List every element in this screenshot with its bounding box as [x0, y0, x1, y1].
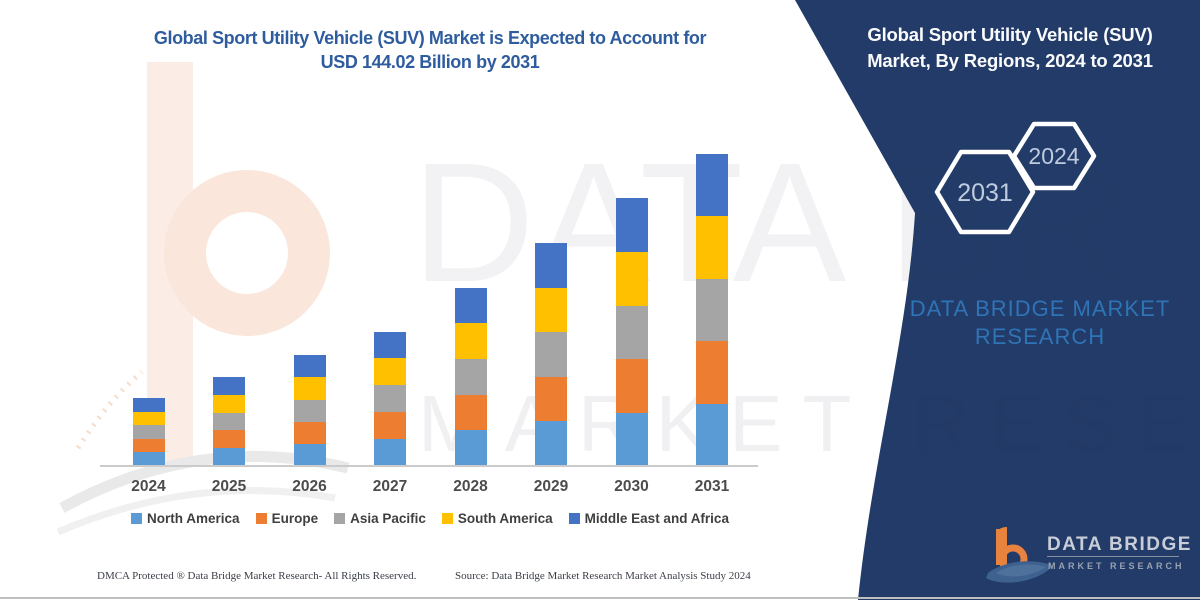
x-axis-label-2026: 2026 — [292, 478, 327, 495]
panel-brand-line1: DATA BRIDGE MARKET — [909, 296, 1171, 321]
stacked-bar-chart — [100, 140, 760, 466]
logo-brand-text: DATA BRIDGE — [1047, 534, 1192, 555]
x-axis-line — [100, 465, 758, 467]
segment-south-america — [696, 216, 728, 279]
segment-north-america — [615, 412, 648, 466]
logo-tagline-text: MARKET RESEARCH — [1048, 561, 1185, 571]
segment-middle-east-and-africa — [374, 331, 406, 359]
segment-middle-east-and-africa — [535, 243, 567, 288]
logo-underline — [1047, 556, 1179, 557]
panel-title-line2: Market, By Regions, 2024 to 2031 — [867, 50, 1153, 71]
chart-title-line2: USD 144.02 Billion by 2031 — [320, 52, 540, 72]
segment-north-america — [535, 421, 567, 466]
segment-north-america — [213, 448, 245, 466]
segment-asia-pacific — [615, 305, 648, 359]
bar-2026 — [293, 354, 326, 466]
segment-middle-east-and-africa — [696, 154, 728, 217]
segment-south-america — [374, 358, 406, 386]
legend-label: Asia Pacific — [350, 511, 426, 526]
legend-label: South America — [457, 511, 553, 526]
legend-item: North America — [131, 511, 240, 526]
segment-asia-pacific — [374, 385, 406, 413]
segment-north-america — [293, 443, 326, 466]
legend-item: Middle East and Africa — [568, 511, 729, 526]
x-axis-label-2024: 2024 — [131, 478, 166, 495]
segment-north-america — [454, 430, 487, 466]
bar-2029 — [535, 243, 567, 466]
segment-middle-east-and-africa — [132, 398, 165, 412]
segment-europe — [293, 421, 326, 444]
legend-label: Middle East and Africa — [584, 511, 729, 526]
source-note: Source: Data Bridge Market Research Mark… — [455, 570, 751, 582]
bar-2031 — [696, 154, 728, 466]
legend-swatch-icon — [131, 513, 143, 524]
legend-item: Europe — [255, 511, 319, 526]
dmca-notice: DMCA Protected ® Data Bridge Market Rese… — [97, 570, 417, 582]
segment-europe — [213, 430, 245, 449]
legend-label: North America — [147, 511, 240, 526]
x-axis-label-2025: 2025 — [211, 478, 247, 495]
segment-asia-pacific — [696, 278, 728, 342]
panel-brand-line2: RESEARCH — [974, 324, 1106, 349]
x-axis-labels: 2024 2025 2026 2027 2028 2029 2030 2031 — [100, 478, 760, 498]
segment-south-america — [454, 323, 487, 359]
bar-2025 — [213, 376, 245, 466]
segment-asia-pacific — [535, 332, 567, 377]
segment-asia-pacific — [293, 399, 326, 422]
legend-item: Asia Pacific — [334, 511, 426, 526]
segment-europe — [454, 394, 487, 431]
chart-title-line1: Global Sport Utility Vehicle (SUV) Marke… — [153, 28, 707, 48]
panel-title-line1: Global Sport Utility Vehicle (SUV) — [867, 24, 1153, 45]
segment-south-america — [615, 252, 648, 306]
panel-brand-text: DATA BRIDGE MARKET RESEARCH — [885, 295, 1195, 351]
segment-south-america — [293, 377, 326, 400]
legend-swatch-icon — [255, 513, 267, 524]
segment-north-america — [132, 452, 165, 466]
bar-2024 — [132, 398, 165, 466]
x-axis-label-2028: 2028 — [453, 478, 488, 495]
logo-b-icon — [986, 527, 1053, 583]
segment-south-america — [535, 287, 567, 333]
segment-europe — [535, 376, 567, 422]
bottom-border-line — [0, 597, 1200, 599]
legend-item: South America — [441, 511, 553, 526]
segment-asia-pacific — [213, 412, 245, 431]
segment-north-america — [374, 439, 406, 466]
x-axis-label-2029: 2029 — [533, 478, 569, 495]
legend-swatch-icon — [568, 513, 580, 524]
chart-legend: North America Europe Asia Pacific South Ame… — [100, 511, 760, 526]
segment-south-america — [132, 411, 165, 426]
segment-north-america — [696, 403, 728, 466]
bar-2028 — [454, 287, 487, 466]
chart-title: Global Sport Utility Vehicle (SUV) Marke… — [75, 26, 785, 74]
legend-swatch-icon — [441, 513, 453, 524]
segment-middle-east-and-africa — [615, 198, 648, 252]
segment-asia-pacific — [132, 425, 165, 439]
legend-label: Europe — [271, 511, 319, 526]
segment-europe — [696, 341, 728, 404]
panel-title: Global Sport Utility Vehicle (SUV) Marke… — [820, 22, 1200, 74]
x-axis-label-2030: 2030 — [614, 478, 649, 495]
segment-south-america — [213, 394, 245, 413]
segment-middle-east-and-africa — [293, 354, 326, 378]
x-axis-label-2027: 2027 — [372, 478, 408, 495]
segment-europe — [615, 359, 648, 413]
segment-asia-pacific — [454, 358, 487, 395]
segment-europe — [374, 412, 406, 440]
segment-middle-east-and-africa — [213, 376, 245, 395]
bar-2030 — [615, 198, 648, 466]
databridge-logo: DATA BRIDGE MARKET RESEARCH — [950, 515, 1195, 595]
segment-europe — [132, 438, 165, 453]
segment-middle-east-and-africa — [454, 287, 487, 324]
x-axis-label-2031: 2031 — [694, 478, 730, 495]
bar-2027 — [374, 331, 406, 466]
legend-swatch-icon — [334, 513, 346, 524]
